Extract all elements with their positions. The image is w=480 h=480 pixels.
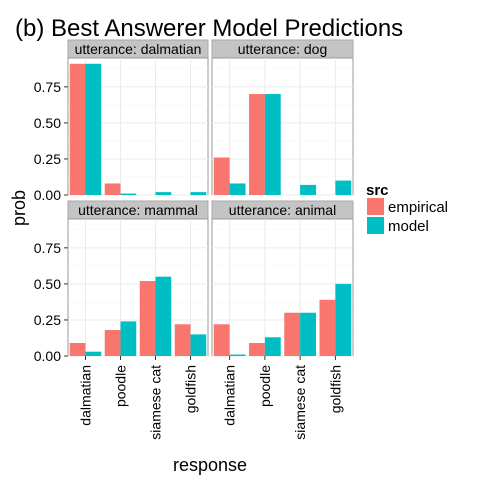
bar-model-siamese-cat bbox=[155, 192, 172, 195]
plot-panel bbox=[211, 57, 354, 196]
bar-model-dalmatian bbox=[85, 351, 102, 356]
x-tick-label: siamese cat bbox=[292, 365, 308, 440]
facet-strip-label: utterance: dalmatian bbox=[75, 41, 202, 57]
bar-empirical-siamese-cat bbox=[139, 281, 156, 356]
bar-model-goldfish bbox=[190, 334, 207, 356]
x-tick-label: goldfish bbox=[183, 365, 199, 413]
legend: src empirical model bbox=[366, 182, 448, 235]
x-tick-label: goldfish bbox=[327, 365, 343, 413]
bar-model-goldfish bbox=[190, 192, 207, 195]
facet-strip-label: utterance: mammal bbox=[78, 202, 198, 218]
y-tick-label: 0.25 bbox=[34, 312, 61, 328]
y-tick-label: 0.75 bbox=[34, 240, 61, 256]
x-tick-label: poodle bbox=[257, 365, 273, 407]
legend-items: empirical model bbox=[367, 198, 448, 235]
bar-model-dalmatian bbox=[85, 63, 102, 196]
y-tick-label: 0.00 bbox=[34, 348, 61, 364]
bar-model-siamese-cat bbox=[300, 312, 316, 356]
facet-panel-animal: utterance: animal bbox=[211, 200, 354, 357]
facet-panels: utterance: dalmatian utterance: dog uttera… bbox=[67, 39, 354, 357]
legend-title: src bbox=[366, 182, 389, 199]
facet-panel-dalmatian: utterance: dalmatian bbox=[67, 39, 209, 196]
facet-panel-dog: utterance: dog bbox=[211, 39, 354, 196]
y-tick-label: 0.50 bbox=[34, 115, 61, 131]
bar-model-poodle bbox=[120, 193, 137, 195]
bar-empirical-poodle bbox=[249, 94, 265, 195]
legend-swatch-empirical bbox=[367, 198, 384, 215]
bar-empirical-dalmatian bbox=[213, 157, 230, 195]
bar-empirical-dalmatian bbox=[213, 324, 230, 356]
x-tick-label: dalmatian bbox=[222, 365, 238, 426]
bar-empirical-poodle bbox=[104, 183, 121, 195]
bar-model-poodle bbox=[264, 94, 281, 195]
bar-empirical-dalmatian bbox=[69, 63, 86, 196]
x-tick-label: dalmatian bbox=[78, 365, 94, 426]
bar-model-goldfish bbox=[335, 283, 352, 356]
bar-empirical-goldfish bbox=[319, 299, 336, 356]
y-tick-label: 0.00 bbox=[34, 187, 61, 203]
bar-model-goldfish bbox=[335, 180, 352, 195]
y-tick-label: 0.50 bbox=[34, 276, 61, 292]
facet-strip-label: utterance: animal bbox=[229, 202, 336, 218]
bar-empirical-goldfish bbox=[174, 324, 191, 356]
bar-model-siamese-cat bbox=[155, 276, 172, 356]
x-tick-label: siamese cat bbox=[148, 365, 164, 440]
bar-model-dalmatian bbox=[229, 183, 246, 195]
bar-model-dalmatian bbox=[229, 354, 246, 356]
bar-empirical-siamese-cat bbox=[284, 312, 301, 356]
bar-model-siamese-cat bbox=[300, 184, 316, 195]
y-axis-title: prob bbox=[9, 190, 29, 226]
bar-model-poodle bbox=[264, 337, 281, 356]
bar-model-poodle bbox=[120, 321, 137, 356]
y-tick-label: 0.75 bbox=[34, 79, 61, 95]
y-tick-label: 0.25 bbox=[34, 151, 61, 167]
axes: 0.00 0.25 0.50 0.75 0.00 0.25 0.50 0.75 dalmatia… bbox=[34, 79, 344, 440]
bar-empirical-dalmatian bbox=[69, 343, 86, 356]
chart-title: (b) Best Answerer Model Predictions bbox=[15, 15, 403, 42]
bar-empirical-poodle bbox=[249, 343, 265, 356]
legend-label-model: model bbox=[388, 218, 429, 235]
facet-panel-mammal: utterance: mammal bbox=[67, 200, 209, 357]
x-tick-label: poodle bbox=[113, 365, 129, 407]
legend-swatch-model bbox=[367, 217, 384, 234]
facet-strip-label: utterance: dog bbox=[238, 41, 328, 57]
bar-empirical-poodle bbox=[104, 330, 121, 356]
x-axis-title: response bbox=[173, 455, 247, 475]
legend-label-empirical: empirical bbox=[388, 199, 448, 216]
